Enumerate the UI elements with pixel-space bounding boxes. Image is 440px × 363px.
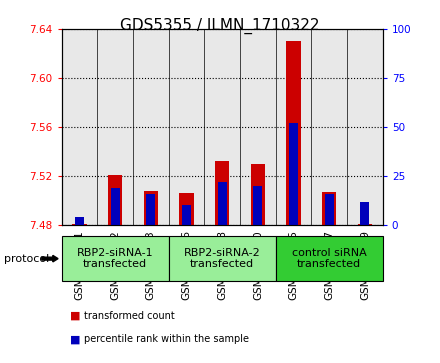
Bar (180, 193, 194, 225)
Bar (75, 217, 84, 225)
Bar (147, 194, 155, 225)
Text: RBP2-siRNA-2
transfected: RBP2-siRNA-2 transfected (184, 248, 260, 269)
Text: control siRNA
transfected: control siRNA transfected (292, 248, 367, 269)
Bar (358, 224, 372, 225)
Text: ■: ■ (70, 311, 81, 321)
Bar (218, 182, 227, 225)
Bar (286, 41, 301, 225)
Bar (144, 191, 158, 225)
Bar (289, 123, 298, 225)
Text: transformed count: transformed count (84, 311, 174, 321)
Text: percentile rank within the sample: percentile rank within the sample (84, 334, 249, 344)
Bar (108, 175, 122, 225)
Bar (325, 194, 334, 225)
Bar (322, 192, 337, 225)
Text: protocol: protocol (4, 254, 50, 264)
Bar (253, 186, 262, 225)
Text: GDS5355 / ILMN_1710322: GDS5355 / ILMN_1710322 (120, 18, 320, 34)
Bar (111, 188, 120, 225)
Bar (251, 164, 265, 225)
Bar (182, 205, 191, 225)
Bar (360, 201, 370, 225)
Text: ■: ■ (70, 334, 81, 344)
Bar (72, 224, 87, 225)
Bar (215, 161, 229, 225)
Text: RBP2-siRNA-1
transfected: RBP2-siRNA-1 transfected (77, 248, 154, 269)
